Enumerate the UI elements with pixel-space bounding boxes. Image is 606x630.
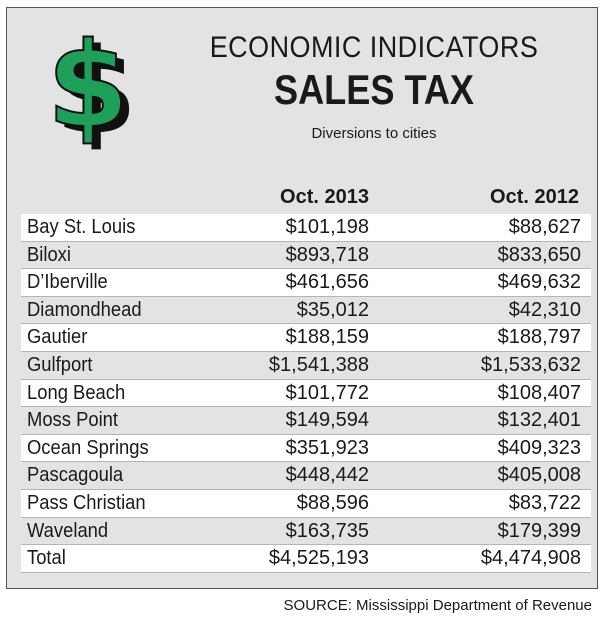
table-row: Biloxi $893,718 $833,650 — [21, 241, 591, 270]
value-oct-2012: $83,722 — [508, 491, 581, 514]
city-name: Pascagoula — [27, 464, 124, 487]
table-row: Gulfport $1,541,388 $1,533,632 — [21, 351, 591, 380]
subtitle: Diversions to cities — [311, 125, 437, 142]
table-row: Moss Point $149,594 $132,401 — [21, 407, 591, 435]
value-oct-2013: $188,159 — [285, 326, 369, 349]
value-oct-2013: $461,656 — [285, 271, 369, 294]
value-oct-2012: $88,627 — [508, 216, 581, 238]
value-oct-2013: $163,735 — [285, 519, 369, 542]
table-row: D’Iberville $461,656 $469,632 — [21, 269, 591, 297]
city-name: D’Iberville — [27, 271, 108, 294]
value-oct-2012: $188,797 — [497, 326, 581, 349]
kicker-heading: ECONOMIC INDICATORS — [209, 31, 539, 64]
value-oct-2013: $101,198 — [285, 216, 369, 238]
value-oct-2013: $149,594 — [285, 409, 369, 432]
value-oct-2012: $833,650 — [497, 243, 581, 266]
city-name: Total — [27, 547, 66, 570]
city-name: Biloxi — [27, 243, 71, 266]
sales-tax-table: Bay St. Louis $101,198 $88,627 Biloxi $893,7… — [21, 214, 591, 573]
table-row: Ocean Springs $351,923 $409,323 — [21, 434, 591, 463]
infographic-panel: $ $ ECONOMIC INDICATORS SALES TAX Divers… — [6, 7, 598, 589]
value-oct-2012: $405,008 — [497, 464, 581, 487]
page-title: SALES TAX — [273, 66, 475, 113]
value-oct-2013: $101,772 — [285, 381, 369, 404]
value-oct-2012: $132,401 — [497, 409, 581, 432]
table-row: Gautier $188,159 $188,797 — [21, 324, 591, 352]
city-name: Pass Christian — [27, 491, 146, 514]
city-name: Gulfport — [27, 353, 93, 376]
value-oct-2012: $179,399 — [497, 519, 581, 542]
table-row: Diamondhead $35,012 $42,310 — [21, 296, 591, 325]
value-oct-2013: $35,012 — [296, 298, 369, 321]
city-name: Long Beach — [27, 381, 126, 404]
table-row: Bay St. Louis $101,198 $88,627 — [21, 214, 591, 242]
value-oct-2013: $1,541,388 — [268, 353, 369, 376]
city-name: Ocean Springs — [27, 436, 149, 459]
value-oct-2013: $448,442 — [285, 464, 369, 487]
value-oct-2012: $469,632 — [497, 271, 581, 294]
value-oct-2013: $893,718 — [285, 243, 369, 266]
city-name: Gautier — [27, 326, 88, 349]
value-oct-2013: $88,596 — [296, 491, 369, 514]
table-row: Pass Christian $88,596 $83,722 — [21, 489, 591, 518]
value-oct-2012: $1,533,632 — [480, 353, 581, 376]
city-name: Bay St. Louis — [27, 216, 136, 238]
city-name: Moss Point — [27, 409, 119, 432]
city-name: Waveland — [27, 519, 109, 542]
column-header-oct-2013: Oct. 2013 — [280, 186, 369, 208]
value-oct-2012: $409,323 — [497, 436, 581, 459]
table-row: Waveland $163,735 $179,399 — [21, 517, 591, 546]
value-oct-2012: $4,474,908 — [480, 547, 581, 570]
dollar-sign-icon: $ $ — [46, 16, 138, 160]
value-oct-2012: $108,407 — [497, 381, 581, 404]
table-row-total: Total $4,525,193 $4,474,908 — [21, 545, 591, 573]
value-oct-2013: $351,923 — [285, 436, 369, 459]
table-row: Pascagoula $448,442 $405,008 — [21, 462, 591, 490]
value-oct-2013: $4,525,193 — [268, 547, 369, 570]
source-note: SOURCE: Mississippi Department of Revenu… — [283, 597, 592, 614]
column-header-oct-2012: Oct. 2012 — [490, 186, 579, 208]
value-oct-2012: $42,310 — [508, 298, 581, 321]
city-name: Diamondhead — [27, 298, 142, 321]
table-row: Long Beach $101,772 $108,407 — [21, 379, 591, 408]
